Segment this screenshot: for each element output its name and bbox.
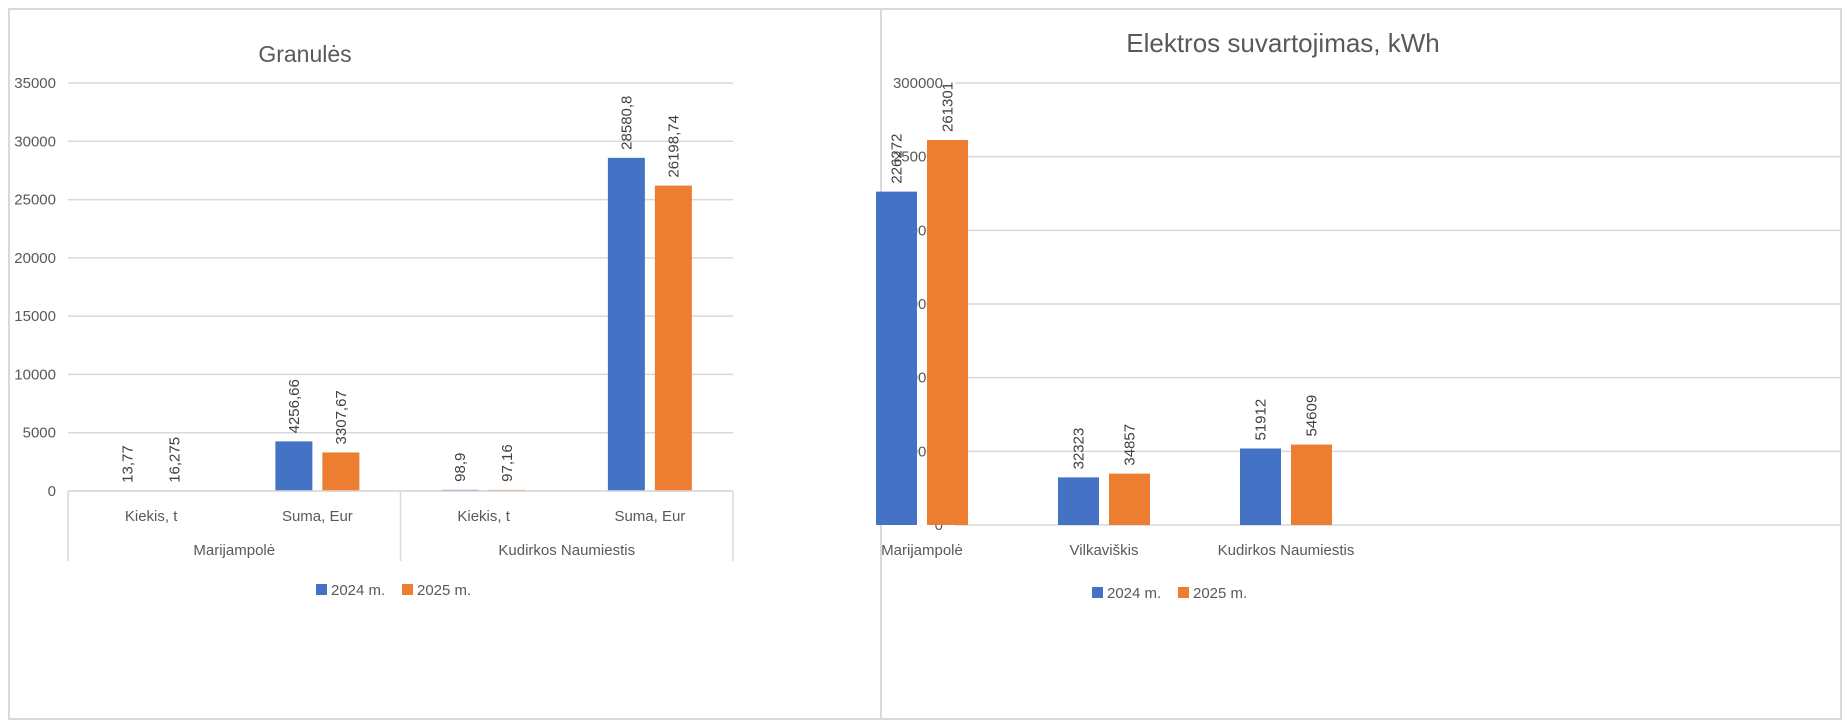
legend-swatch: [402, 584, 413, 595]
data-label: 98,9: [452, 453, 469, 482]
y-tick-label: 0: [48, 483, 56, 500]
x-category-label: Vilkaviškis: [1070, 542, 1139, 559]
x-category-label: Kiekis, t: [457, 508, 510, 525]
data-label: 54609: [1304, 395, 1321, 437]
data-label: 4256,66: [286, 379, 303, 433]
x-group-label: Kudirkos Naumiestis: [498, 542, 635, 559]
x-group-label: Marijampolė: [193, 542, 275, 559]
x-category-label: Marijampolė: [881, 542, 963, 559]
data-label: 261301: [940, 82, 957, 132]
legend-swatch: [1092, 587, 1103, 598]
y-tick-label: 20000: [14, 250, 56, 267]
bar: [607, 157, 645, 491]
bar: [876, 191, 917, 525]
data-label: 51912: [1253, 399, 1270, 441]
data-label: 16,275: [167, 437, 184, 483]
bar: [1291, 444, 1332, 525]
data-label: 32323: [1071, 428, 1088, 470]
x-category-label: Suma, Eur: [614, 508, 685, 525]
data-label: 3307,67: [333, 390, 350, 444]
bar: [275, 441, 313, 491]
bar: [927, 140, 968, 525]
data-label: 97,16: [499, 444, 516, 482]
y-tick-label: 5000: [23, 425, 56, 442]
bar: [322, 452, 360, 491]
bar: [654, 185, 692, 492]
y-tick-label: 35000: [14, 75, 56, 92]
data-label: 34857: [1122, 424, 1139, 466]
y-tick-label: 25000: [14, 192, 56, 209]
legend-swatch: [316, 584, 327, 595]
chart-panel-electricity: Elektros suvartojimas, kWh 0 50000 100000 15…: [876, 8, 1842, 720]
bar: [1109, 473, 1150, 525]
chart-title: Granulės: [258, 41, 351, 67]
legend-entry: 2024 m.: [331, 582, 385, 599]
y-tick-label: 0: [935, 517, 943, 534]
chart-title: Elektros suvartojimas, kWh: [1126, 28, 1440, 58]
y-tick-label: 300000: [893, 75, 943, 92]
x-category-label: Kudirkos Naumiestis: [1218, 542, 1355, 559]
data-label: 28580,8: [618, 96, 635, 150]
legend-swatch: [1178, 587, 1189, 598]
x-category-label: Suma, Eur: [282, 508, 353, 525]
legend-entry: 2025 m.: [1193, 585, 1247, 602]
x-category-label: Kiekis, t: [125, 508, 178, 525]
bar: [1240, 448, 1281, 525]
electricity-chart: Elektros suvartojimas, kWh05000010000015…: [876, 28, 1842, 602]
y-tick-label: 15000: [14, 308, 56, 325]
chart-panel-granules: Granulės 0 5000 10000 15000 20000 25000 30000 35…: [8, 8, 882, 720]
granules-chart: Granulės 0 5000 10000 15000 20000 25000 30000 35…: [14, 41, 734, 599]
data-label: 13,77: [120, 445, 137, 483]
legend-entry: 2025 m.: [417, 582, 471, 599]
bar: [1058, 477, 1099, 525]
data-label: 26198,74: [665, 115, 682, 178]
legend-entry: 2024 m.: [1107, 585, 1161, 602]
y-tick-label: 10000: [14, 366, 56, 383]
y-tick-label: 30000: [14, 133, 56, 150]
data-label: 226272: [889, 134, 906, 184]
